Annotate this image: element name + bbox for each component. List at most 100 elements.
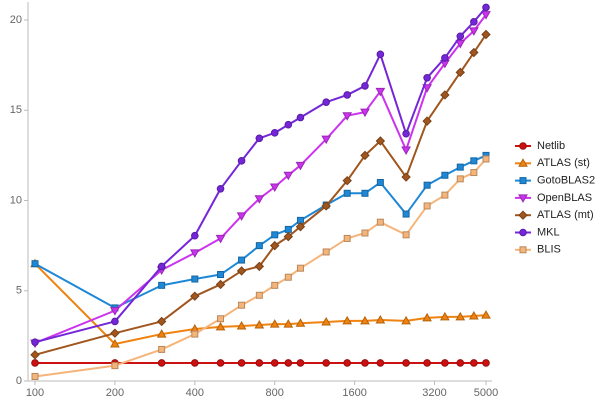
point <box>157 359 166 367</box>
point <box>361 189 369 197</box>
point <box>456 32 465 41</box>
point <box>283 171 294 181</box>
point <box>238 256 246 264</box>
point <box>481 29 491 40</box>
point <box>441 191 449 199</box>
point <box>217 315 225 323</box>
point <box>283 319 294 328</box>
point <box>402 359 410 367</box>
point <box>31 260 39 268</box>
point <box>468 311 479 320</box>
y-tick-label: 20 <box>10 14 22 26</box>
point <box>441 171 449 179</box>
point <box>111 362 119 370</box>
point <box>158 345 166 353</box>
point <box>321 316 332 326</box>
point <box>376 359 385 367</box>
point <box>190 291 200 301</box>
point <box>342 112 353 121</box>
point <box>375 87 386 97</box>
point <box>31 338 39 346</box>
legend-label: GotoBLAS2 <box>537 175 595 187</box>
point <box>215 321 226 331</box>
x-tick-label: 200 <box>106 387 124 399</box>
point <box>422 84 432 93</box>
legend-marker <box>519 228 527 237</box>
point <box>482 155 490 163</box>
point <box>254 195 265 204</box>
point <box>360 315 370 325</box>
point <box>191 359 199 367</box>
point <box>422 116 432 126</box>
point <box>423 181 431 189</box>
point <box>295 318 306 327</box>
point <box>361 359 369 367</box>
point <box>255 242 263 250</box>
point <box>440 90 450 100</box>
point <box>217 271 225 279</box>
series-line <box>34 14 487 345</box>
point <box>284 359 293 367</box>
point <box>236 212 247 221</box>
point <box>470 18 478 26</box>
legend-label: MKL <box>537 226 560 238</box>
point <box>269 319 280 328</box>
point <box>270 359 279 367</box>
point <box>423 202 431 210</box>
point <box>402 129 410 138</box>
point <box>470 359 478 367</box>
point <box>482 359 490 367</box>
point <box>296 264 304 272</box>
point <box>296 359 305 367</box>
point <box>422 312 432 322</box>
point <box>423 74 431 82</box>
point <box>423 359 431 367</box>
y-tick-label: 15 <box>10 104 22 116</box>
point <box>255 359 264 367</box>
point <box>216 184 225 193</box>
point <box>455 311 466 321</box>
point <box>110 338 120 348</box>
point <box>254 261 265 272</box>
point <box>321 135 332 145</box>
point <box>156 316 167 327</box>
point <box>322 359 330 367</box>
y-tick-label: 5 <box>16 285 22 297</box>
point <box>254 320 265 329</box>
point <box>31 359 39 367</box>
point <box>455 67 465 78</box>
point <box>322 248 330 256</box>
point <box>191 231 199 240</box>
point <box>468 27 479 36</box>
point <box>343 359 351 367</box>
point <box>295 221 306 232</box>
point <box>284 273 292 281</box>
point <box>342 315 353 325</box>
point <box>237 359 246 367</box>
x-tick-label: 400 <box>186 387 204 399</box>
point <box>361 229 369 237</box>
point <box>321 201 331 211</box>
point <box>481 11 491 20</box>
point <box>295 161 306 171</box>
point <box>270 129 279 137</box>
point <box>401 146 411 155</box>
point <box>470 157 478 165</box>
series-line <box>34 6 487 344</box>
point <box>456 163 464 171</box>
point <box>343 234 351 242</box>
point <box>343 91 351 99</box>
point <box>271 231 279 239</box>
point <box>441 359 449 367</box>
point <box>456 175 464 183</box>
point <box>322 98 330 106</box>
y-tick-label: 0 <box>16 375 22 387</box>
point <box>215 234 226 244</box>
point <box>440 311 450 321</box>
point <box>236 320 247 330</box>
point <box>375 136 386 146</box>
point <box>342 175 352 186</box>
x-tick-label: 100 <box>26 387 44 399</box>
point <box>343 189 351 197</box>
